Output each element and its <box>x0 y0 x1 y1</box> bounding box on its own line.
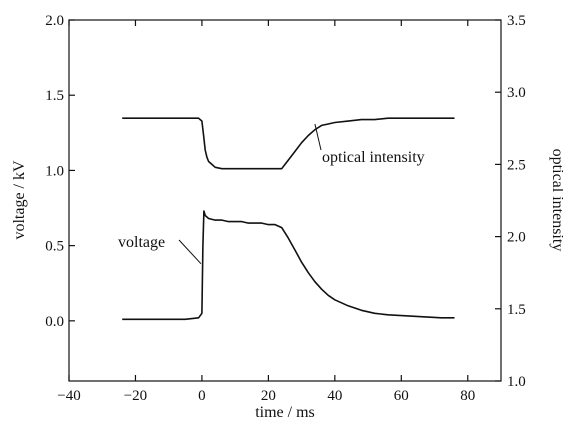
x-tick-label: 80 <box>460 388 475 404</box>
right-y-tick-label: 1.0 <box>507 374 526 390</box>
left-y-tick-label: 0.0 <box>45 314 64 330</box>
x-tick-label: 0 <box>198 388 206 404</box>
right-y-tick-label: 3.0 <box>507 85 526 101</box>
x-tick-label: 40 <box>327 388 342 404</box>
left-y-axis-title: voltage / kV <box>11 160 28 240</box>
left-y-tick-label: 2.0 <box>45 13 64 29</box>
right-y-axis: 1.0 1.5 2.0 2.5 3.0 3.5 <box>495 13 526 390</box>
right-y-tick-label: 3.5 <box>507 13 526 29</box>
right-y-tick-label: 2.0 <box>507 230 526 246</box>
left-y-tick-label: 1.5 <box>45 88 64 104</box>
annotation-optical-intensity: optical intensity <box>322 149 425 166</box>
x-tick-label: 60 <box>394 388 409 404</box>
x-axis: −40 −20 0 20 40 60 80 <box>57 20 475 404</box>
left-y-axis: 0.0 0.5 1.0 1.5 2.0 <box>45 13 75 330</box>
plot-frame <box>69 20 501 381</box>
left-y-tick-label: 0.5 <box>45 239 64 255</box>
right-y-axis-title: optical intensity <box>549 149 563 252</box>
right-y-tick-label: 1.5 <box>507 302 526 318</box>
right-y-tick-label: 2.5 <box>507 157 526 173</box>
left-y-tick-label: 1.0 <box>45 163 64 179</box>
x-axis-title: time / ms <box>255 404 315 421</box>
x-tick-label: −20 <box>124 388 147 404</box>
voltage-leader <box>179 240 201 264</box>
voltage-trace <box>122 211 454 319</box>
x-tick-label: 20 <box>261 388 276 404</box>
annotation-voltage: voltage <box>118 234 165 251</box>
x-tick-label: −40 <box>57 388 80 404</box>
